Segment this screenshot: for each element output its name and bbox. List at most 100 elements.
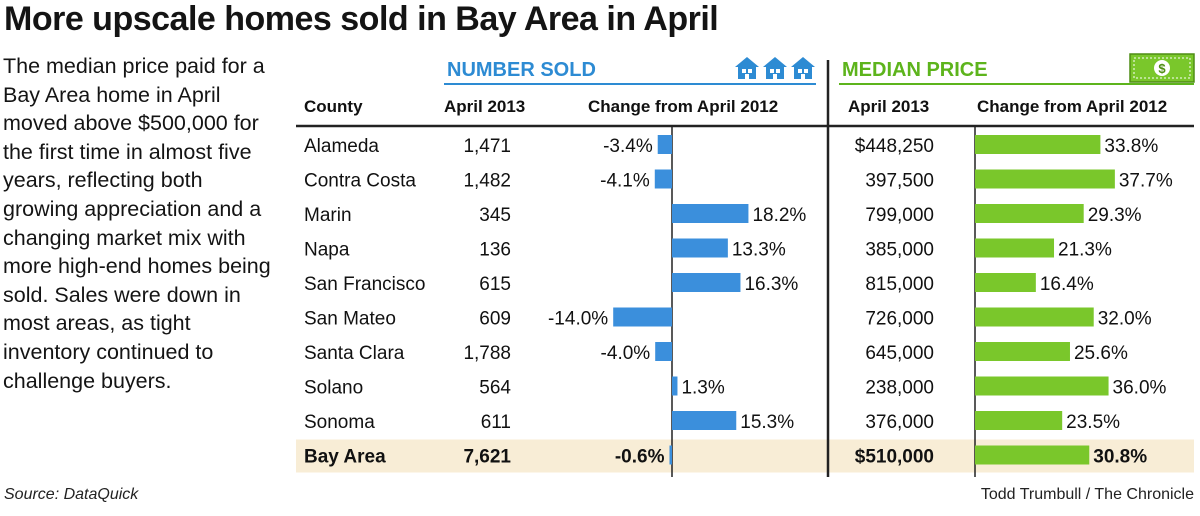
county-label: Marin	[304, 205, 352, 226]
house-door	[773, 74, 777, 79]
county-label: Napa	[304, 240, 350, 261]
price-change-bar	[975, 238, 1055, 258]
column-header-county: County	[304, 97, 363, 116]
sold-value: 564	[479, 378, 511, 399]
sold-change-bar	[672, 273, 741, 292]
sold-value: 136	[479, 240, 511, 261]
price-change-bar	[975, 376, 1109, 396]
price-change-label: 25.6%	[1074, 343, 1128, 364]
house-door	[745, 74, 749, 79]
county-label: Solano	[304, 378, 363, 399]
sold-change-label: 16.3%	[744, 274, 798, 295]
house-door	[801, 74, 805, 79]
sold-change-bar	[655, 342, 672, 361]
house-window	[748, 69, 752, 73]
sold-change-label: -4.0%	[601, 343, 651, 364]
house-roof	[763, 57, 787, 67]
house-icon	[763, 57, 787, 79]
price-change-bar	[975, 169, 1115, 189]
sold-change-bar	[672, 376, 678, 396]
sold-change-bar	[672, 204, 749, 223]
total-price-change-bar	[975, 445, 1090, 465]
headline: More upscale homes sold in Bay Area in A…	[4, 0, 719, 38]
sold-value: 345	[479, 205, 511, 226]
sold-value: 615	[479, 274, 511, 295]
source-note: Source: DataQuick	[4, 486, 139, 503]
bill-medallion	[1154, 60, 1170, 76]
sold-change-label: 18.2%	[752, 205, 806, 226]
total-price-value: $510,000	[855, 447, 934, 468]
intro-text: The median price paid for a Bay Area hom…	[3, 54, 271, 393]
price-value: 815,000	[865, 274, 934, 295]
house-window	[798, 69, 802, 73]
price-change-bar	[975, 273, 1036, 292]
price-change-bar	[975, 411, 1063, 430]
county-label: San Mateo	[304, 309, 396, 330]
sold-change-label: -14.0%	[548, 309, 608, 330]
house-window	[804, 69, 808, 73]
price-change-label: 23.5%	[1066, 412, 1120, 433]
column-header-price-april-2013: April 2013	[848, 97, 929, 116]
county-label: Contra Costa	[304, 171, 416, 192]
column-header-sold-change: Change from April 2012	[588, 97, 778, 116]
sold-value: 1,471	[463, 136, 511, 157]
county-label: San Francisco	[304, 274, 425, 295]
sold-change-bar	[672, 411, 737, 430]
house-roof	[735, 57, 759, 67]
price-change-label: 16.4%	[1040, 274, 1094, 295]
house-icon	[791, 57, 815, 79]
price-value: 645,000	[865, 343, 934, 364]
sold-change-bar	[654, 169, 672, 189]
price-change-bar	[975, 342, 1070, 361]
house-window	[776, 69, 780, 73]
sold-change-label: 15.3%	[740, 412, 794, 433]
house-window	[770, 69, 774, 73]
price-value: 385,000	[865, 240, 934, 261]
price-change-bar	[975, 204, 1084, 223]
houses-icon	[735, 57, 815, 79]
sold-value: 611	[481, 412, 511, 433]
price-change-bar	[975, 135, 1101, 154]
sold-change-bar	[613, 307, 672, 327]
county-label: Alameda	[304, 136, 379, 157]
sold-change-bar	[672, 238, 728, 258]
price-change-label: 29.3%	[1088, 205, 1142, 226]
price-change-bar	[975, 307, 1094, 327]
house-icon	[735, 57, 759, 79]
county-label: Santa Clara	[304, 343, 405, 364]
price-value: $448,250	[855, 136, 934, 157]
house-roof	[791, 57, 815, 67]
price-change-label: 36.0%	[1113, 378, 1167, 399]
county-label: Sonoma	[304, 412, 375, 433]
bill-symbol: $	[1158, 61, 1166, 76]
total-sold-change-label: -0.6%	[615, 447, 665, 468]
sold-change-label: 1.3%	[681, 378, 724, 399]
section-title-number-sold: NUMBER SOLD	[447, 59, 596, 81]
price-value: 376,000	[865, 412, 934, 433]
total-county: Bay Area	[304, 447, 386, 468]
price-value: 397,500	[865, 171, 934, 192]
price-value: 726,000	[865, 309, 934, 330]
price-change-label: 32.0%	[1098, 309, 1152, 330]
total-sold-change-bar	[669, 445, 672, 465]
sold-value: 609	[479, 309, 511, 330]
bill-border	[1133, 57, 1191, 79]
sold-change-bar	[657, 135, 672, 154]
section-title-median-price: MEDIAN PRICE	[842, 59, 988, 81]
total-sold-value: 7,621	[463, 447, 511, 468]
sold-change-label: -4.1%	[600, 171, 650, 192]
sold-change-label: -3.4%	[603, 136, 653, 157]
sold-value: 1,482	[463, 171, 511, 192]
total-price-change-label: 30.8%	[1093, 447, 1147, 468]
sold-change-label: 13.3%	[732, 240, 786, 261]
sold-value: 1,788	[463, 343, 511, 364]
house-window	[742, 69, 746, 73]
dollar-bill-icon: $	[1129, 53, 1195, 83]
price-value: 238,000	[865, 378, 934, 399]
price-value: 799,000	[865, 205, 934, 226]
price-change-label: 37.7%	[1119, 171, 1173, 192]
column-header-sold-april-2013: April 2013	[444, 97, 525, 116]
column-header-price-change: Change from April 2012	[977, 97, 1167, 116]
credit-line: Todd Trumbull / The Chronicle	[980, 486, 1194, 503]
